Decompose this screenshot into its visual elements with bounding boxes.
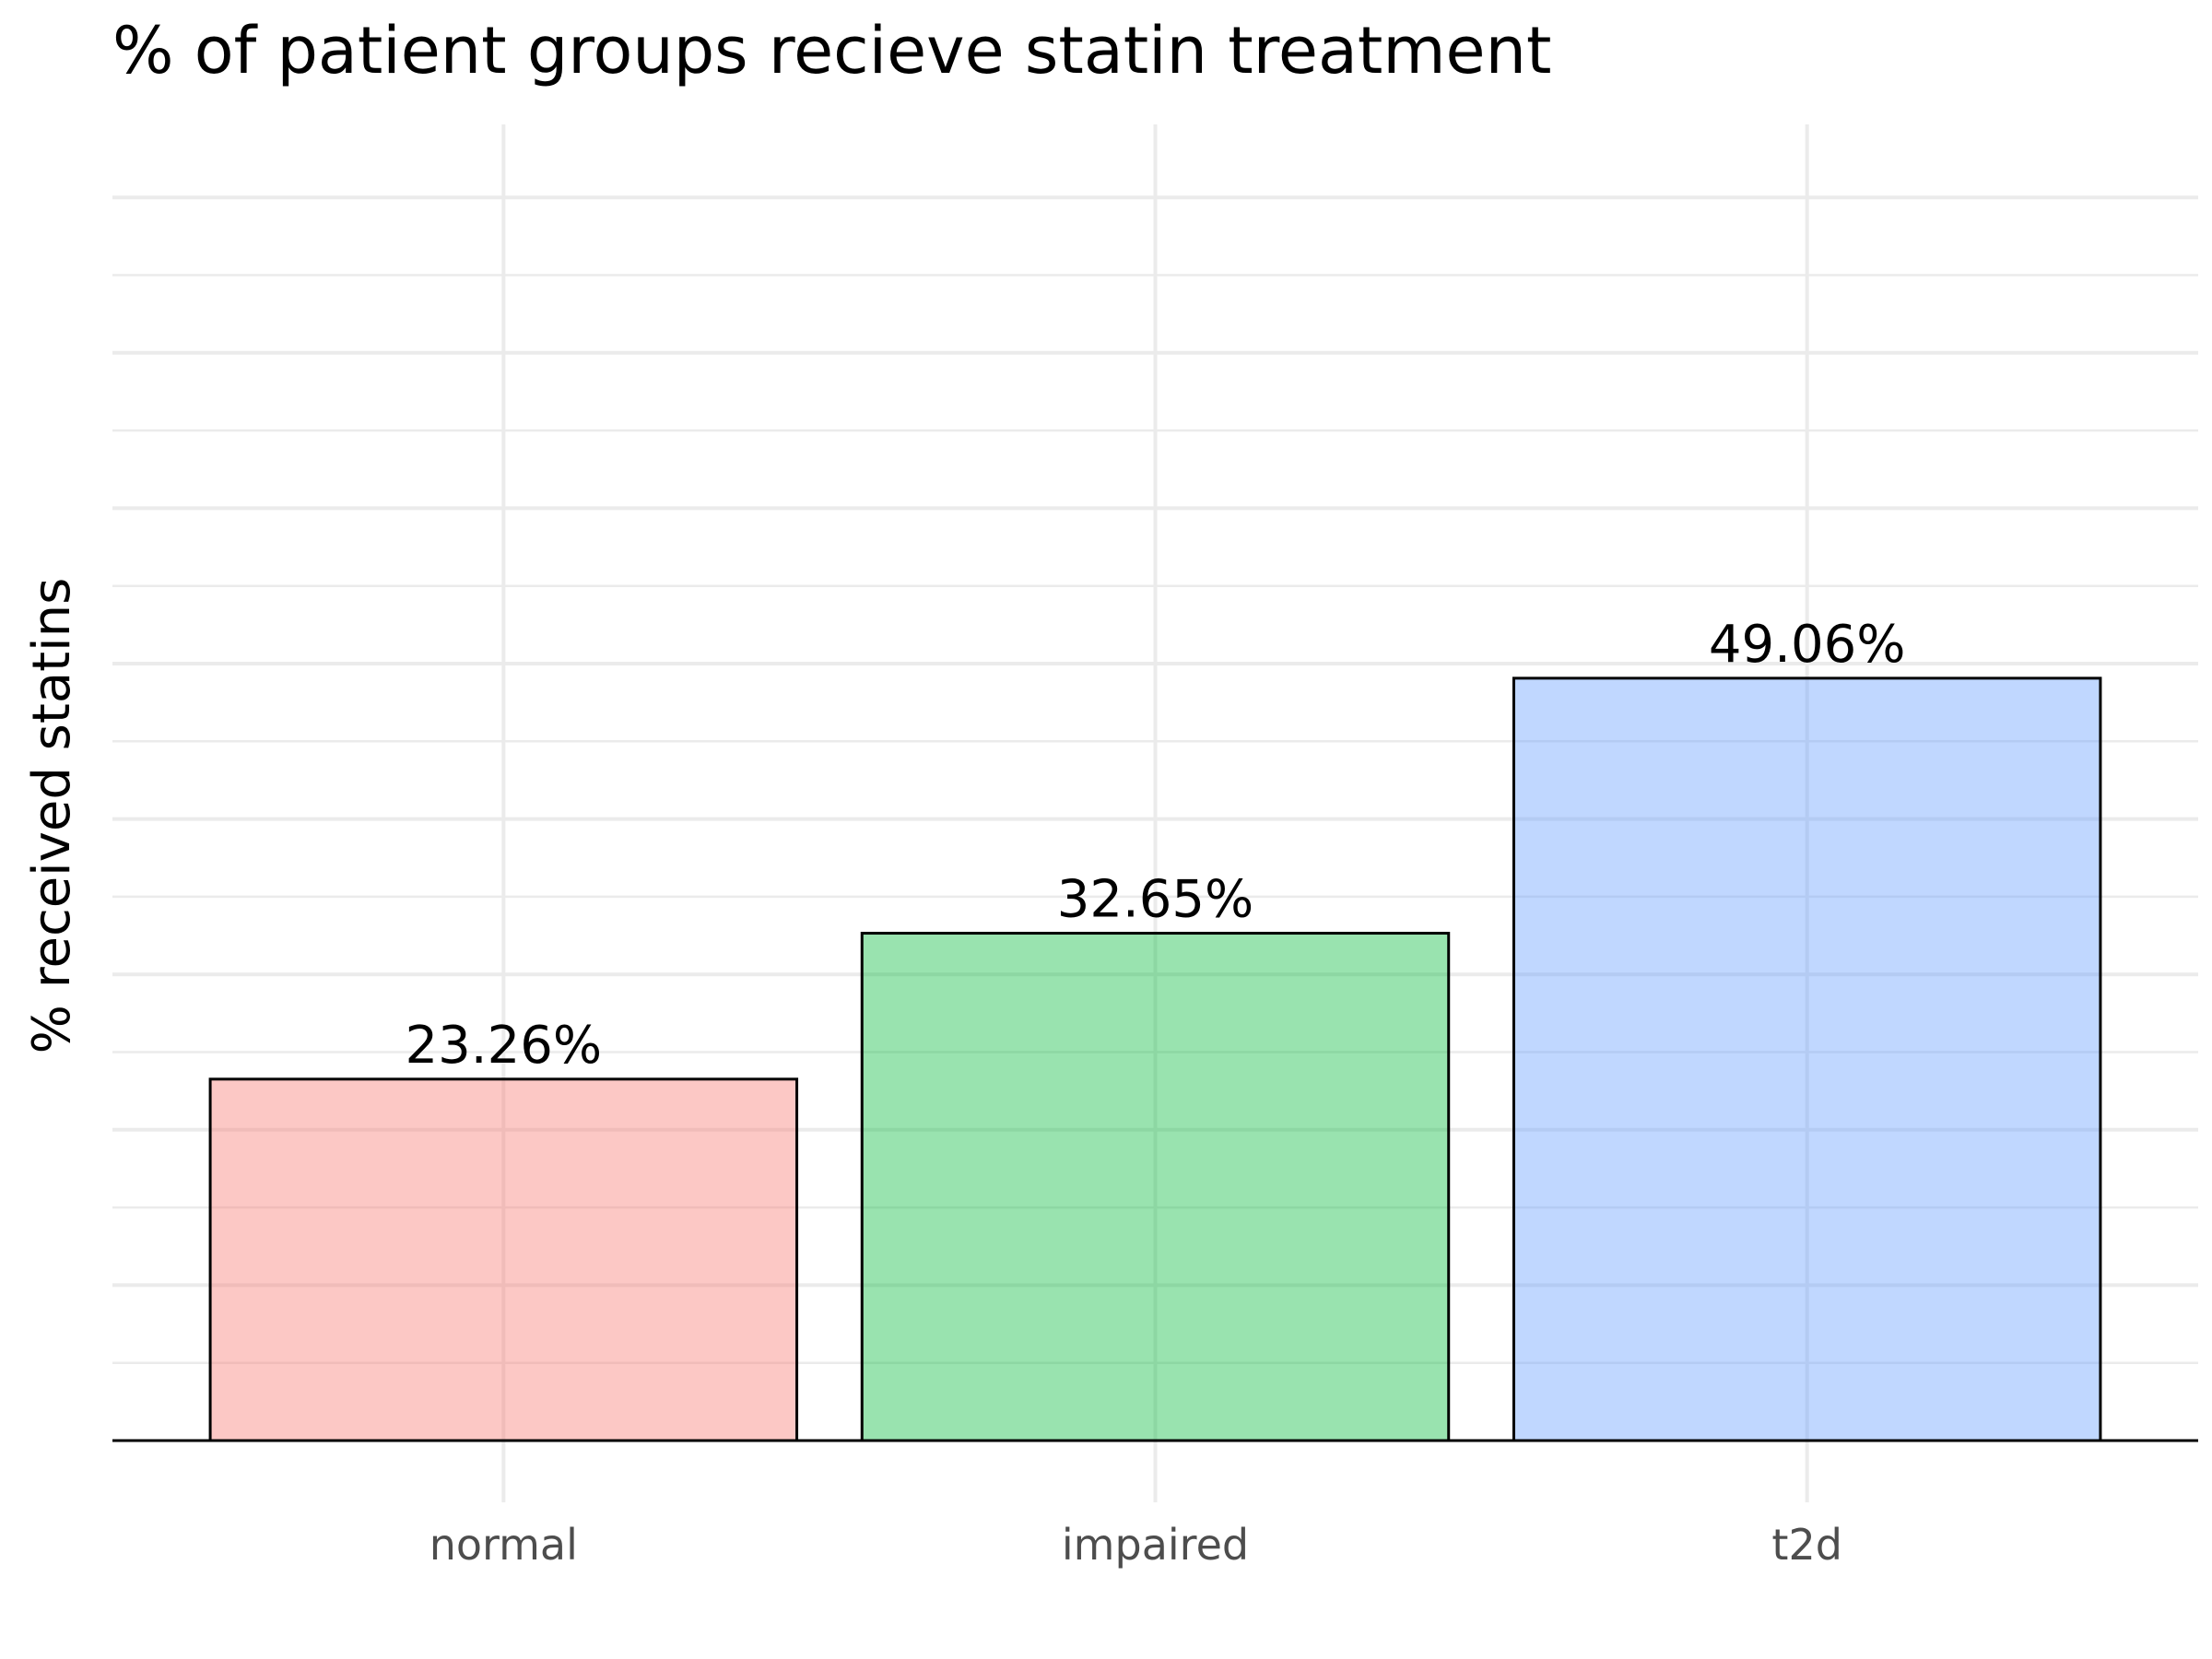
x-tick-label-normal: normal <box>429 1520 578 1570</box>
data-label-t2d: 49.06% <box>1709 615 1906 675</box>
bars <box>208 677 2102 1442</box>
x-tick-labels: normal impaired t2d <box>429 1520 1842 1570</box>
data-label-impaired: 32.65% <box>1057 870 1254 930</box>
x-tick-label-impaired: impaired <box>1062 1520 1249 1570</box>
chart-title: % of patient groups recieve statin treat… <box>112 13 1552 88</box>
x-tick-label-t2d: t2d <box>1771 1520 1842 1570</box>
y-axis-title: % received statins <box>22 578 82 1054</box>
data-label-normal: 23.26% <box>406 1016 603 1076</box>
data-labels: 23.26% 32.65% 49.06% <box>406 615 1906 1076</box>
grid-lines <box>112 124 2198 1502</box>
bar-normal <box>208 1077 799 1442</box>
bar-t2d <box>1512 677 2102 1442</box>
bar-impaired <box>860 932 1451 1442</box>
